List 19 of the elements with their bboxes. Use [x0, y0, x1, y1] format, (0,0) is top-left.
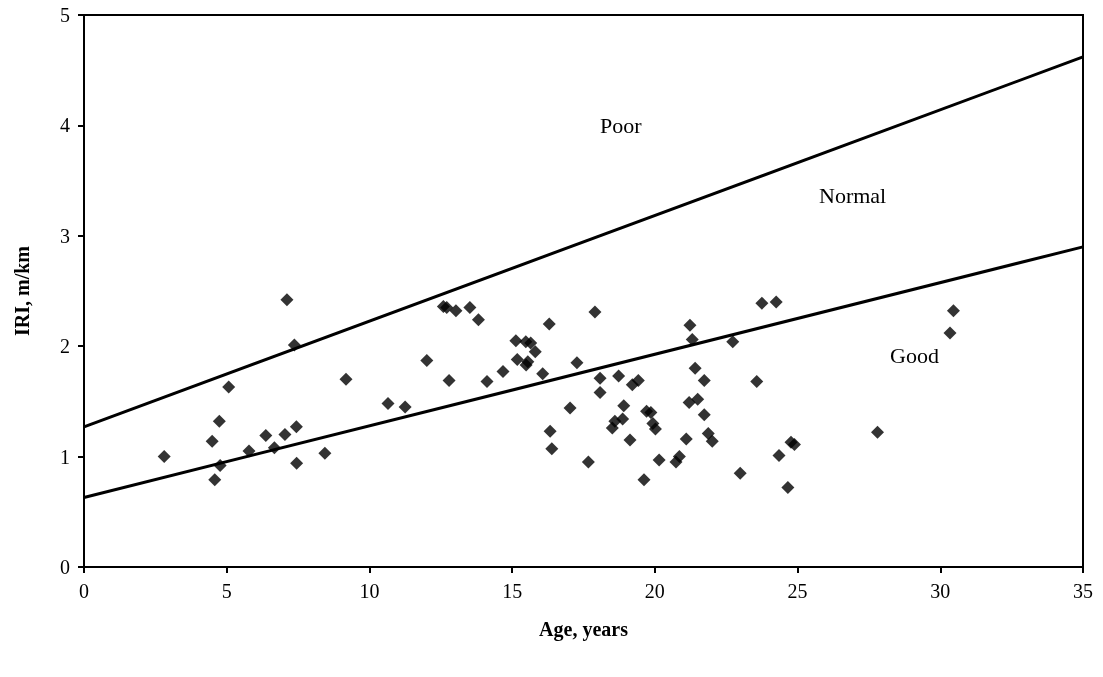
x-tick-label: 30 [930, 580, 951, 602]
y-tick-label: 2 [60, 335, 70, 358]
x-tick-label: 5 [221, 580, 232, 602]
x-tick-label: 10 [359, 580, 380, 602]
x-axis-title: Age, years [539, 618, 629, 641]
y-tick-label: 5 [60, 4, 70, 26]
y-tick-label: 0 [60, 556, 70, 578]
annotation: Poor [600, 112, 643, 138]
y-tick-label: 3 [60, 224, 70, 247]
annotation: Good [890, 342, 939, 368]
x-tick-label: 0 [79, 580, 89, 602]
y-axis-title: IRI, m/km [11, 245, 33, 337]
annotation: Normal [819, 182, 887, 208]
y-tick-label: 1 [60, 445, 70, 468]
x-tick-label: 15 [502, 580, 523, 602]
x-tick-label: 20 [644, 580, 665, 602]
y-tick-label: 4 [60, 114, 70, 137]
x-tick-label: 35 [1073, 580, 1093, 602]
x-tick-label: 25 [787, 580, 808, 602]
